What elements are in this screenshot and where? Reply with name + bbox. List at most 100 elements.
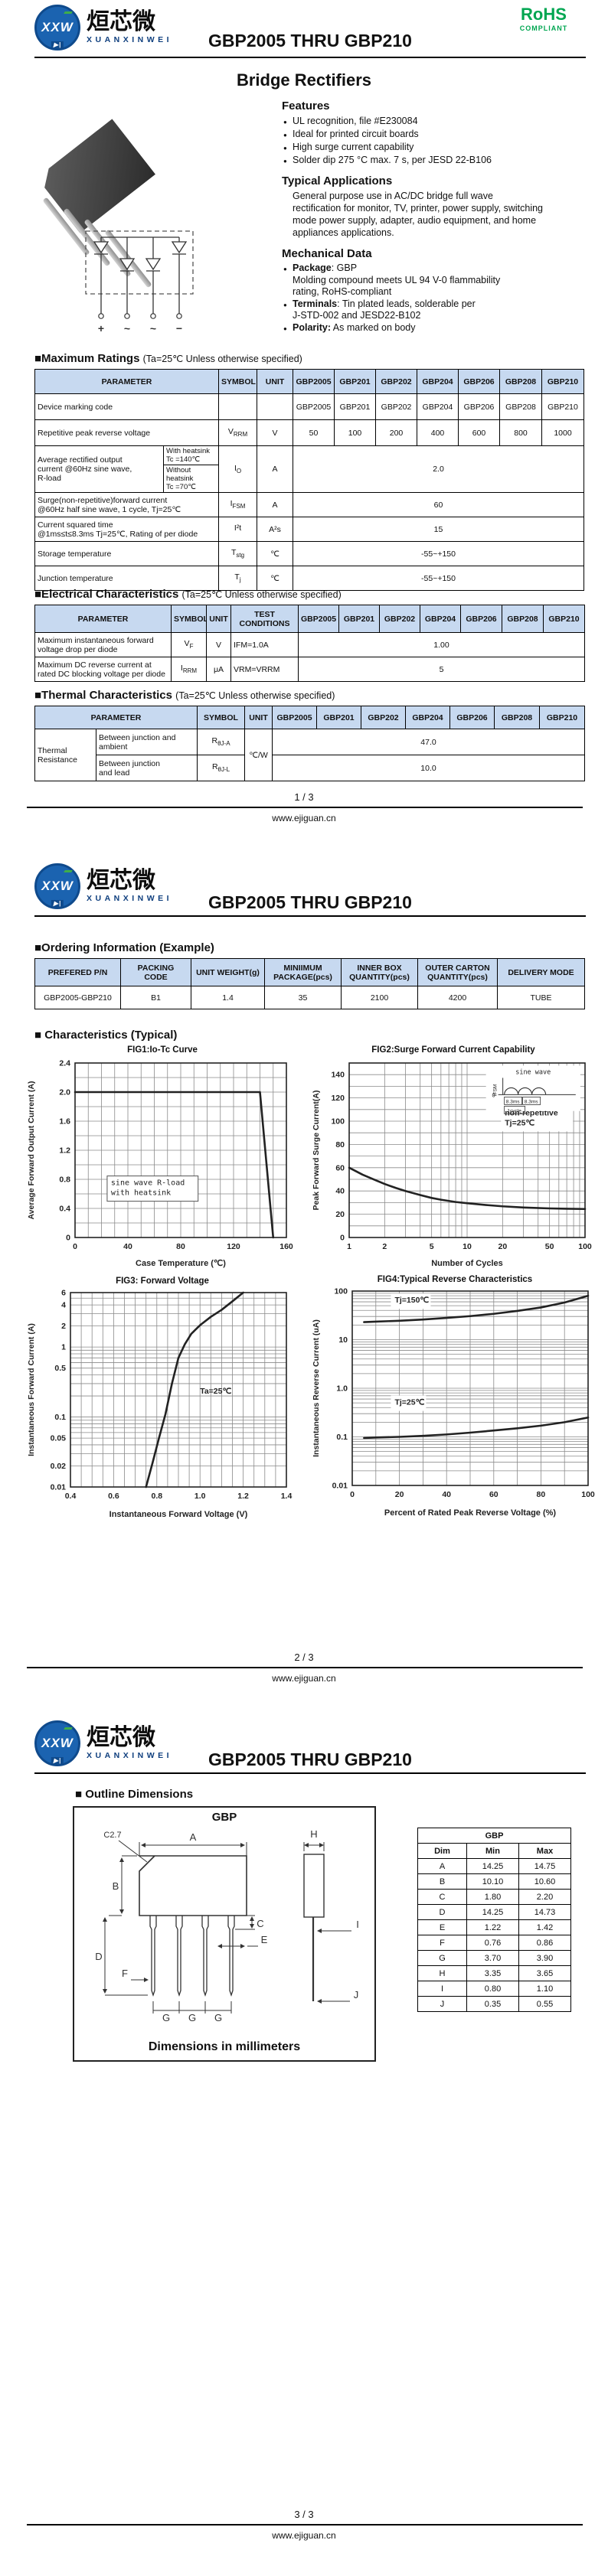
outline-drawing: A B C2.7 C D E F G G G H I J <box>95 1828 359 2023</box>
logo-initials: XXW <box>41 20 74 34</box>
dims-row: F 0.76 0.86 <box>417 1935 571 1951</box>
table-header-row: PARAMETER SYMBOL UNIT GBP2005 GBP201 GBP… <box>34 369 585 394</box>
col-delivery-mode: DELIVERY MODE <box>497 958 585 986</box>
max-ratings-condition: (Ta=25℃ Unless otherwise specified) <box>142 354 302 364</box>
col-device: GBP208 <box>494 706 541 729</box>
rohs-compliant-label: COMPLIANT <box>519 24 568 32</box>
svg-text:1: 1 <box>61 1343 66 1352</box>
svg-text:0.4: 0.4 <box>65 1492 77 1501</box>
param-cell: Repetitive peak reverse voltage <box>34 419 220 446</box>
col-parameter: PARAMETER <box>34 369 220 394</box>
dim-d-label: D <box>95 1951 102 1962</box>
mechanical-heading: Mechanical Data <box>282 247 372 260</box>
value-cell: 100 <box>334 419 377 446</box>
fig1-plot: 0 40 80 120 160 0 0.4 0.8 1.2 1.6 2.0 2.4 Case Tempe… <box>25 1055 300 1275</box>
svg-text:Instantaneous Reverse Current: Instantaneous Reverse Current (uA) <box>312 1319 321 1457</box>
value-cell: 2.0 <box>293 445 585 493</box>
svg-text:Tj=25℃: Tj=25℃ <box>505 1118 534 1127</box>
svg-text:100: 100 <box>581 1490 595 1499</box>
svg-text:50: 50 <box>545 1242 554 1251</box>
thermal-heading-text: ■Thermal Characteristics <box>34 689 172 702</box>
part-number-title: GBP2005 THRU GBP210 <box>208 1749 412 1769</box>
unit-cell: A <box>257 492 294 517</box>
svg-text:2.0: 2.0 <box>59 1088 70 1097</box>
col-device: GBP201 <box>338 605 380 633</box>
mechanical-item: Terminals: Tin plated leads, solderable … <box>282 298 588 322</box>
footer-rule <box>27 807 583 808</box>
value-cell: GBP208 <box>499 393 543 420</box>
min-cell: 14.25 <box>466 1904 519 1920</box>
svg-text:with heatsink: with heatsink <box>111 1189 171 1198</box>
chamfer-line <box>139 1855 155 1872</box>
table-header-row: PARAMETER SYMBOL UNIT GBP2005 GBP201 GBP… <box>34 706 586 729</box>
page-number: 2 / 3 <box>294 1652 314 1663</box>
svg-text:0.05: 0.05 <box>51 1434 67 1443</box>
outline-package-name: GBP <box>211 1811 237 1824</box>
svg-text:1.2: 1.2 <box>237 1492 249 1501</box>
svg-text:Tj=25℃: Tj=25℃ <box>394 1398 424 1407</box>
group-cell: Thermal Resistance <box>34 729 96 781</box>
value-cell: 1000 <box>541 419 585 446</box>
svg-text:60: 60 <box>489 1490 498 1499</box>
table-row-vf: Maximum instantaneous forward voltage dr… <box>34 632 585 657</box>
dim-f-label: F <box>122 1968 128 1979</box>
dims-row: I 0.80 1.10 <box>417 1981 571 1997</box>
value-cell: 35 <box>264 986 342 1009</box>
page-number: 3 / 3 <box>294 2509 314 2520</box>
svg-text:0.1: 0.1 <box>54 1413 66 1422</box>
dim-cell: D <box>417 1904 467 1920</box>
fig2-title: FIG2:Surge Forward Current Capability <box>371 1045 535 1055</box>
svg-text:Peak Forward Surge Current(A): Peak Forward Surge Current(A) <box>312 1091 321 1211</box>
svg-text:0: 0 <box>340 1234 345 1243</box>
brand-name: 烜芯微 XUANXINWEI <box>87 1727 172 1760</box>
dims-header-row: Dim Min Max <box>417 1843 571 1859</box>
svg-text:100: 100 <box>578 1242 592 1251</box>
unit-cell: ℃ <box>257 566 294 591</box>
logo-initials: XXW <box>41 879 74 893</box>
svg-text:+: + <box>98 322 104 334</box>
unit-cell: V <box>257 419 294 446</box>
value-cell: 50 <box>293 419 335 446</box>
dim-a-label: A <box>190 1831 197 1843</box>
table-row-irrm: Maximum DC reverse current at rated DC b… <box>34 657 585 682</box>
svg-text:20: 20 <box>498 1242 508 1251</box>
symbol-cell: Tstg <box>218 541 258 566</box>
website-link: www.ejiguan.cn <box>272 813 336 823</box>
diode-symbol-icon: ▶| <box>51 900 64 908</box>
svg-text:80: 80 <box>176 1242 185 1251</box>
svg-text:5: 5 <box>430 1242 434 1251</box>
dims-row: E 1.22 1.42 <box>417 1919 571 1935</box>
svg-text:0.4: 0.4 <box>59 1205 70 1214</box>
applications-text: General purpose use in AC/DC bridge full… <box>293 191 544 238</box>
dims-row: J 0.35 0.55 <box>417 1996 571 2012</box>
symbol-cell: IFSM <box>218 492 258 517</box>
electrical-heading: ■Electrical Characteristics (Ta=25℃ Unle… <box>34 588 342 601</box>
dim-e-label: E <box>261 1934 268 1945</box>
col-device: GBP208 <box>502 605 544 633</box>
schematic-wires <box>100 236 180 314</box>
package-side-outline <box>303 1854 325 2001</box>
page-title: Bridge Rectifiers <box>236 70 372 90</box>
col-device: GBP210 <box>541 369 585 394</box>
min-cell: 3.35 <box>466 1965 519 1981</box>
col-inner-box-qty: INNER BOX QUANTITY(pcs) <box>341 958 418 986</box>
header-rule <box>34 57 586 58</box>
max-ratings-heading: ■Maximum Ratings (Ta=25℃ Unless otherwis… <box>34 352 302 365</box>
max-cell: 14.73 <box>518 1904 571 1920</box>
brand-name-en: XUANXINWEI <box>87 894 173 904</box>
part-number-title: GBP2005 THRU GBP210 <box>208 892 412 912</box>
col-device: GBP204 <box>417 369 459 394</box>
col-device: GBP206 <box>458 369 501 394</box>
unit-cell: ℃/W <box>244 729 273 781</box>
value-cell: TUBE <box>497 986 585 1009</box>
symbol-cell: VF <box>171 632 207 657</box>
applications-heading: Typical Applications <box>282 174 393 187</box>
dimension-lines <box>103 1840 258 2014</box>
unit-cell: A <box>257 445 294 493</box>
terminal-pins <box>98 313 182 319</box>
dims-row: C 1.80 2.20 <box>417 1889 571 1905</box>
col-device: GBP202 <box>375 369 418 394</box>
value-cell: GBP202 <box>375 393 418 420</box>
value-cell: 400 <box>417 419 459 446</box>
mechanical-item-label: Terminals <box>293 298 338 309</box>
